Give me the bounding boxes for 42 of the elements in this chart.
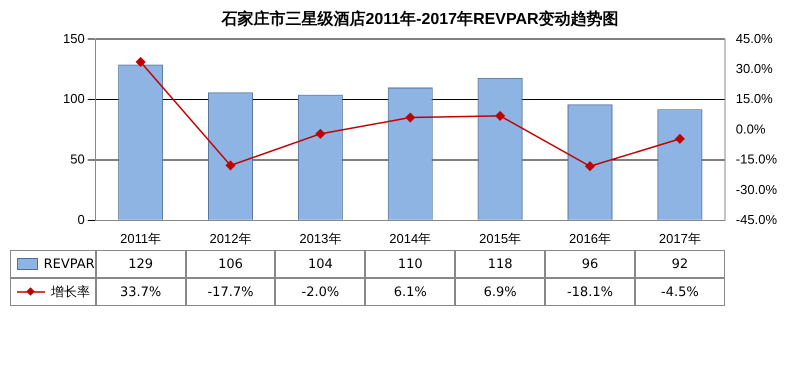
- y2-tick-label: 0.0%: [736, 121, 766, 136]
- y-tick-label: 50: [70, 152, 85, 167]
- y-tick-label: 150: [62, 30, 85, 46]
- data-label: 106: [186, 250, 276, 278]
- point: [585, 161, 595, 171]
- data-label: -17.7%: [186, 278, 276, 306]
- point: [675, 134, 685, 144]
- x-tick-label: 2011年: [120, 230, 162, 246]
- point: [136, 57, 146, 67]
- chart-title: 石家庄市三星级酒店2011年-2017年REVPAR变动趋势图: [220, 9, 619, 28]
- data-label: 6.1%: [365, 278, 456, 306]
- x-tick-label: 2017年: [658, 230, 701, 246]
- y2-tick-label: -45.0%: [736, 212, 778, 227]
- data-label: 104: [275, 250, 366, 278]
- y-tick-label: 100: [62, 91, 85, 106]
- x-tick-label: 2012年: [210, 230, 252, 246]
- point: [406, 112, 415, 122]
- y2-tick-label: 45.0%: [736, 30, 774, 46]
- data-label: 110: [365, 250, 456, 278]
- data-label: -2.0%: [275, 278, 366, 306]
- y2-tick-label: -15.0%: [736, 152, 778, 167]
- y2-tick-label: -30.0%: [736, 182, 778, 197]
- data-label: 6.9%: [455, 278, 546, 306]
- point: [495, 111, 505, 121]
- y2-tick-label: 15.0%: [736, 91, 774, 106]
- x-tick-label: 2015年: [479, 230, 522, 246]
- data-label: 96: [545, 250, 635, 278]
- data-label: 92: [634, 250, 725, 278]
- point: [226, 160, 236, 170]
- y2-tick-label: 30.0%: [736, 60, 774, 76]
- x-tick-label: 2013年: [299, 230, 342, 246]
- data-label: -18.1%: [545, 278, 635, 306]
- data-label: -4.5%: [634, 278, 725, 306]
- point: [316, 129, 326, 139]
- legend-label: 增长率: [51, 284, 90, 301]
- legend-label: REVPAR: [44, 256, 95, 272]
- x-tick-label: 2016年: [569, 230, 611, 246]
- y-tick-label: 0: [77, 212, 85, 227]
- data-label: 33.7%: [96, 278, 186, 306]
- x-tick-label: 2014年: [389, 230, 432, 246]
- data-label: 118: [455, 250, 546, 278]
- data-label: 129: [96, 250, 186, 278]
